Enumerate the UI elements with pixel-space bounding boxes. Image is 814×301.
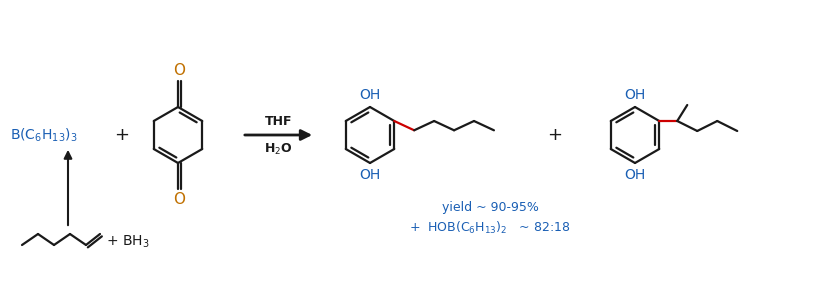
Text: OH: OH: [624, 168, 646, 182]
Text: O: O: [173, 63, 186, 78]
Text: OH: OH: [624, 88, 646, 102]
Text: +: +: [548, 126, 562, 144]
Text: H$_2$O: H$_2$O: [265, 142, 293, 157]
Text: + BH$_3$: + BH$_3$: [106, 234, 150, 250]
Text: OH: OH: [359, 168, 381, 182]
Text: THF: THF: [265, 115, 292, 128]
Text: OH: OH: [359, 88, 381, 102]
Text: +: +: [115, 126, 129, 144]
Text: O: O: [173, 192, 186, 207]
Text: B(C$_6$H$_{13}$)$_3$: B(C$_6$H$_{13}$)$_3$: [10, 126, 77, 144]
Text: yield ~ 90-95%: yield ~ 90-95%: [441, 200, 538, 213]
Text: +  HOB(C$_6$H$_{13}$)$_2$   ~ 82:18: + HOB(C$_6$H$_{13}$)$_2$ ~ 82:18: [409, 220, 571, 236]
